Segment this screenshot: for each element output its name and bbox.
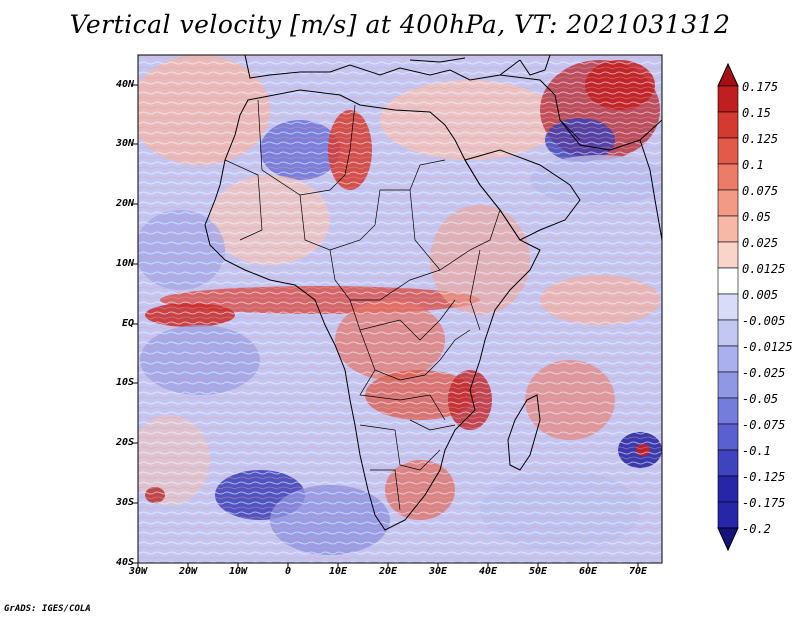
colorbar-label: 0.075 <box>742 184 779 198</box>
lon-label-10w: 10W <box>228 566 248 577</box>
colorbar-label: 0.15 <box>742 106 771 120</box>
lon-label-60e: 60E <box>578 566 598 577</box>
colorbar-box <box>717 111 739 139</box>
coastlines <box>204 55 662 531</box>
lon-label-20w: 20W <box>178 566 198 577</box>
colorbar-label: -0.0125 <box>742 340 793 354</box>
colorbar-label: -0.05 <box>742 392 779 406</box>
colorbar-box <box>717 189 739 217</box>
colorbar-label: 0.125 <box>742 132 779 146</box>
lon-label-50e: 50E <box>528 566 548 577</box>
colorbar-label: -0.075 <box>742 418 786 432</box>
colorbar-box <box>717 163 739 191</box>
colorbar-box <box>717 137 739 165</box>
colorbar-label: -0.2 <box>742 522 771 536</box>
colorbar-min-triangle <box>717 527 739 552</box>
lat-label-30s: 30S <box>115 497 134 508</box>
lon-label-30w: 30W <box>128 566 148 577</box>
colorbar-max-triangle <box>717 62 739 87</box>
lat-label-30n: 30N <box>115 138 134 149</box>
colorbar-label: 0.05 <box>742 210 771 224</box>
colorbar-box <box>717 371 739 399</box>
colorbar-label: 0.025 <box>742 236 779 250</box>
lon-label-30e: 30E <box>428 566 448 577</box>
map-title: Vertical velocity [m/s] at 400hPa, VT: 2… <box>69 10 731 39</box>
colorbar-box <box>717 449 739 477</box>
lat-label-20n: 20N <box>115 198 134 209</box>
colorbar-box <box>717 293 739 321</box>
lon-label-40e: 40E <box>478 566 498 577</box>
colorbar-label: 0.0125 <box>742 262 786 276</box>
lon-label-0: 0 <box>284 566 292 577</box>
country-borders <box>224 99 581 511</box>
lon-label-20e: 20E <box>378 566 398 577</box>
axis-ticks <box>133 84 639 568</box>
grads-credit: GrADS: IGES/COLA <box>4 604 91 614</box>
velocity-field <box>138 55 662 563</box>
colorbar-label: 0.1 <box>742 158 764 172</box>
colorbar-label: -0.175 <box>742 496 786 510</box>
colorbar-label: -0.025 <box>742 366 786 380</box>
colorbar-box <box>717 267 739 295</box>
lat-label-40s: 40S <box>115 557 134 568</box>
lat-label-40n: 40N <box>115 79 134 90</box>
colorbar-box <box>717 319 739 347</box>
lat-label-10n: 10N <box>115 258 134 269</box>
lon-label-70e: 70E <box>628 566 648 577</box>
colorbar-box <box>717 215 739 243</box>
lat-label-20s: 20S <box>115 437 134 448</box>
colorbar <box>717 62 739 552</box>
colorbar-box <box>717 475 739 503</box>
map-frame <box>137 54 663 564</box>
colorbar-label: 0.175 <box>742 80 779 94</box>
lon-label-10e: 10E <box>328 566 348 577</box>
colorbar-box <box>717 241 739 269</box>
colorbar-box <box>717 397 739 425</box>
colorbar-label: -0.005 <box>742 314 786 328</box>
colorbar-box <box>717 85 739 113</box>
colorbar-box <box>717 423 739 451</box>
colorbar-box <box>717 345 739 373</box>
lat-label-eq: EQ <box>121 318 134 329</box>
colorbar-label: -0.1 <box>742 444 771 458</box>
colorbar-label: -0.125 <box>742 470 786 484</box>
colorbar-box <box>717 501 739 529</box>
lat-label-10s: 10S <box>115 377 134 388</box>
colorbar-label: 0.005 <box>742 288 779 302</box>
